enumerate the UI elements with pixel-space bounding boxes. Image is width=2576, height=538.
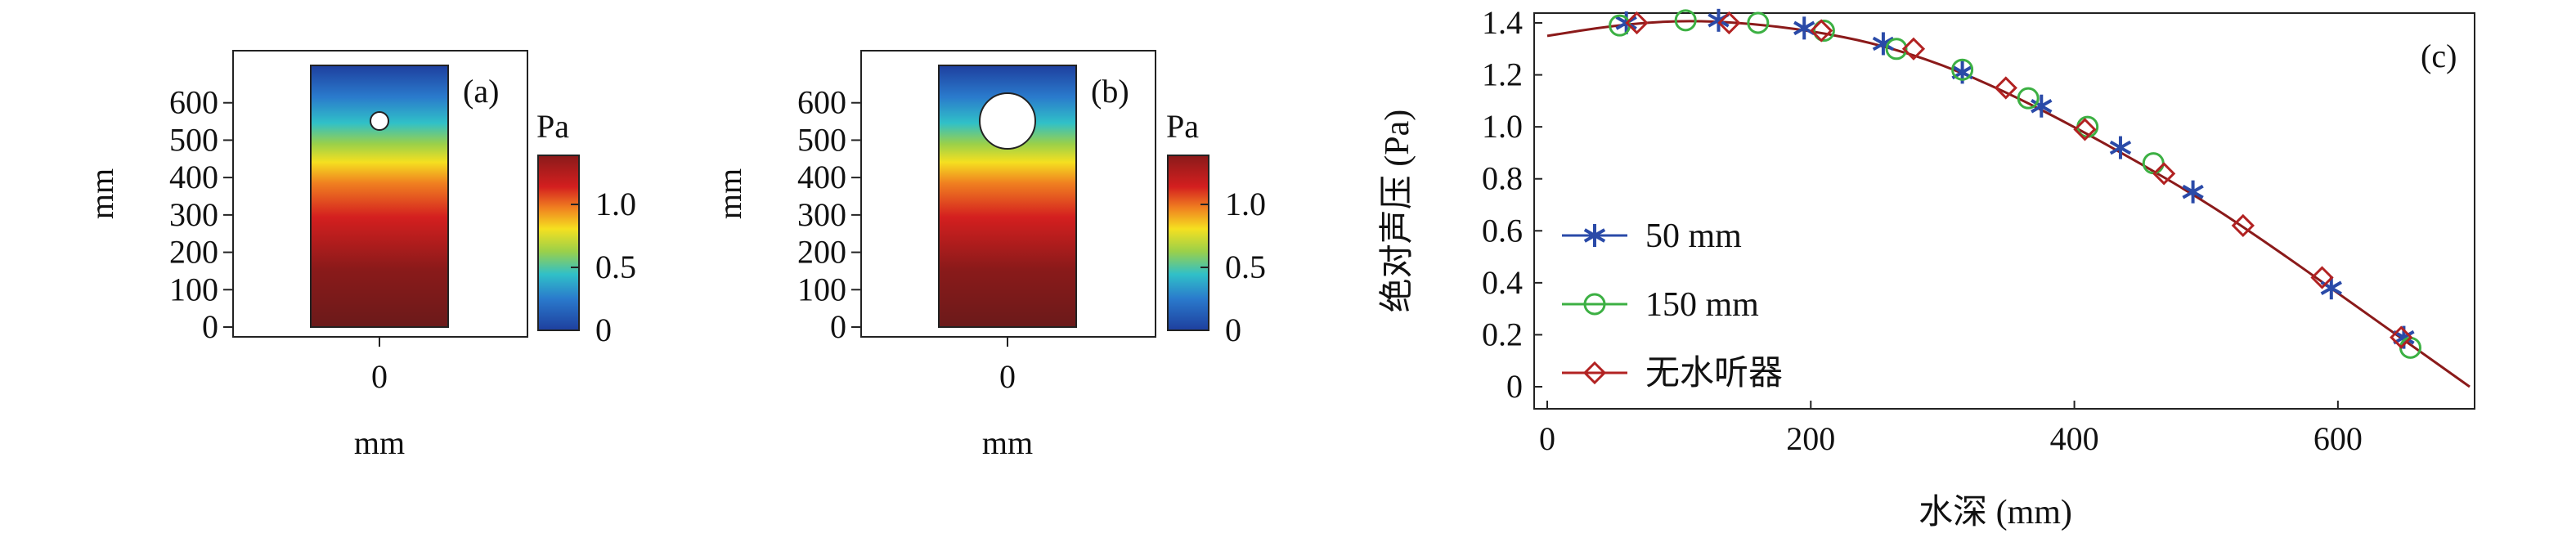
legend-marker-no-hydrophone — [1582, 361, 1607, 385]
y-tick-label: 200 — [797, 234, 846, 271]
panel-a-y-axis-label: mm — [83, 168, 120, 219]
data-point — [2073, 118, 2097, 141]
panel-a-x-tick-label: 0 — [371, 358, 388, 395]
y-tick-label: 0.8 — [1482, 160, 1523, 197]
y-tick-label: 200 — [169, 234, 218, 271]
panel-a-hydrophone-circle — [370, 111, 389, 131]
panel-c: (c) 0 200 400 600 0 0.2 0.4 0.6 0.8 1.0 1.2 1.4 水深… — [1378, 4, 2475, 531]
panel-b-colorbar — [1167, 155, 1209, 331]
panel-c-label: (c) — [2421, 38, 2457, 74]
y-tick-label: 0 — [202, 308, 218, 345]
panel-c-legend: 50 mm 150 mm 无水听器 — [1562, 217, 1783, 392]
y-tick-label: 0.2 — [1482, 316, 1523, 352]
data-point — [1885, 38, 1908, 61]
data-point — [2320, 276, 2342, 300]
data-point — [1717, 11, 1741, 35]
panel-c-frame — [1533, 12, 2475, 410]
panel-b-colorbar-label-0: 0 — [1225, 312, 1241, 348]
panel-a-colorbar — [537, 155, 580, 331]
y-tick-label: 300 — [797, 196, 846, 233]
data-point — [2182, 180, 2204, 204]
x-tick-label: 400 — [2050, 420, 2099, 457]
y-tick-label: 1.2 — [1482, 56, 1523, 93]
data-point — [2390, 325, 2413, 349]
panel-c-x-axis-label: 水深 (mm) — [1919, 494, 2072, 531]
data-point — [2109, 136, 2132, 159]
panel-a-colorbar-label-05: 0.5 — [595, 249, 636, 285]
y-tick-label: 400 — [169, 159, 218, 195]
y-tick-label: 100 — [797, 271, 846, 307]
y-tick-label: 600 — [797, 84, 846, 121]
data-point — [1674, 9, 1697, 32]
panel-a-field — [310, 65, 449, 328]
legend-marker-50mm — [1583, 224, 1606, 247]
legend-marker-glyph — [1583, 293, 1606, 316]
data-point — [2031, 94, 2053, 118]
data-point — [1901, 37, 1926, 61]
panel-b-y-axis-label: mm — [711, 168, 748, 219]
legend-marker-150mm — [1583, 293, 1606, 316]
x-tick-label: 600 — [2313, 420, 2363, 457]
panel-b-colorbar-unit: Pa — [1166, 108, 1199, 145]
panel-b-label: (b) — [1091, 73, 1129, 110]
data-point — [1625, 11, 1649, 35]
panel-b-x-axis-label: mm — [982, 424, 1033, 461]
y-tick-label: 0.4 — [1482, 264, 1523, 301]
panel-c-y-ticks: 0 0.2 0.4 0.6 0.8 1.0 1.2 1.4 — [1482, 4, 1542, 405]
y-tick-label: 500 — [797, 121, 846, 158]
panel-b-hydrophone-circle — [979, 92, 1036, 150]
panel-b-x-tick-label: 0 — [999, 358, 1016, 395]
data-point — [1994, 76, 2017, 100]
panel-c-fit-curve — [1546, 20, 2471, 388]
data-point — [2310, 266, 2334, 289]
legend-label-no-hydrophone: 无水听器 — [1645, 355, 1783, 392]
legend-marker-glyph — [1582, 361, 1607, 385]
y-tick-label: 600 — [169, 84, 218, 121]
data-point — [2152, 162, 2176, 186]
y-tick-label: 1.0 — [1482, 108, 1523, 145]
y-tick-label: 0.6 — [1482, 212, 1523, 249]
y-tick-label: 300 — [169, 196, 218, 233]
panel-a-colorbar-label-10: 1.0 — [595, 186, 636, 222]
legend-label-50mm: 50 mm — [1645, 217, 1742, 255]
panel-a-label: (a) — [463, 73, 499, 110]
y-tick-label: 0 — [830, 308, 846, 345]
panel-a-colorbar-unit: Pa — [536, 108, 569, 145]
y-tick-label: 400 — [797, 159, 846, 195]
y-tick-label: 500 — [169, 121, 218, 158]
data-point — [1810, 19, 1833, 43]
y-tick-label: 0 — [1506, 368, 1523, 405]
legend-label-150mm: 150 mm — [1645, 286, 1759, 324]
data-point — [1747, 11, 1770, 34]
x-tick-label: 0 — [1539, 420, 1555, 457]
data-point — [2017, 87, 2040, 110]
panel-a-x-axis-label: mm — [354, 424, 405, 461]
panel-a-colorbar-label-0: 0 — [595, 312, 612, 348]
data-point — [1951, 58, 1974, 81]
data-point — [1812, 20, 1835, 43]
y-tick-label: 100 — [169, 271, 218, 307]
data-point — [2231, 213, 2255, 238]
panel-c-markers — [1609, 8, 2421, 359]
y-tick-label: 1.4 — [1482, 4, 1523, 41]
x-tick-label: 200 — [1786, 420, 1835, 457]
legend-marker-glyph — [1583, 224, 1606, 247]
panel-b-colorbar-label-10: 1.0 — [1225, 186, 1266, 222]
panel-c-y-axis-label: 绝对声压 (Pa) — [1378, 110, 1416, 312]
data-point — [1793, 16, 1815, 40]
data-point — [1872, 32, 1895, 56]
panel-b-colorbar-label-05: 0.5 — [1225, 249, 1266, 285]
panel-c-x-ticks: 0 200 400 600 — [1539, 401, 2363, 457]
